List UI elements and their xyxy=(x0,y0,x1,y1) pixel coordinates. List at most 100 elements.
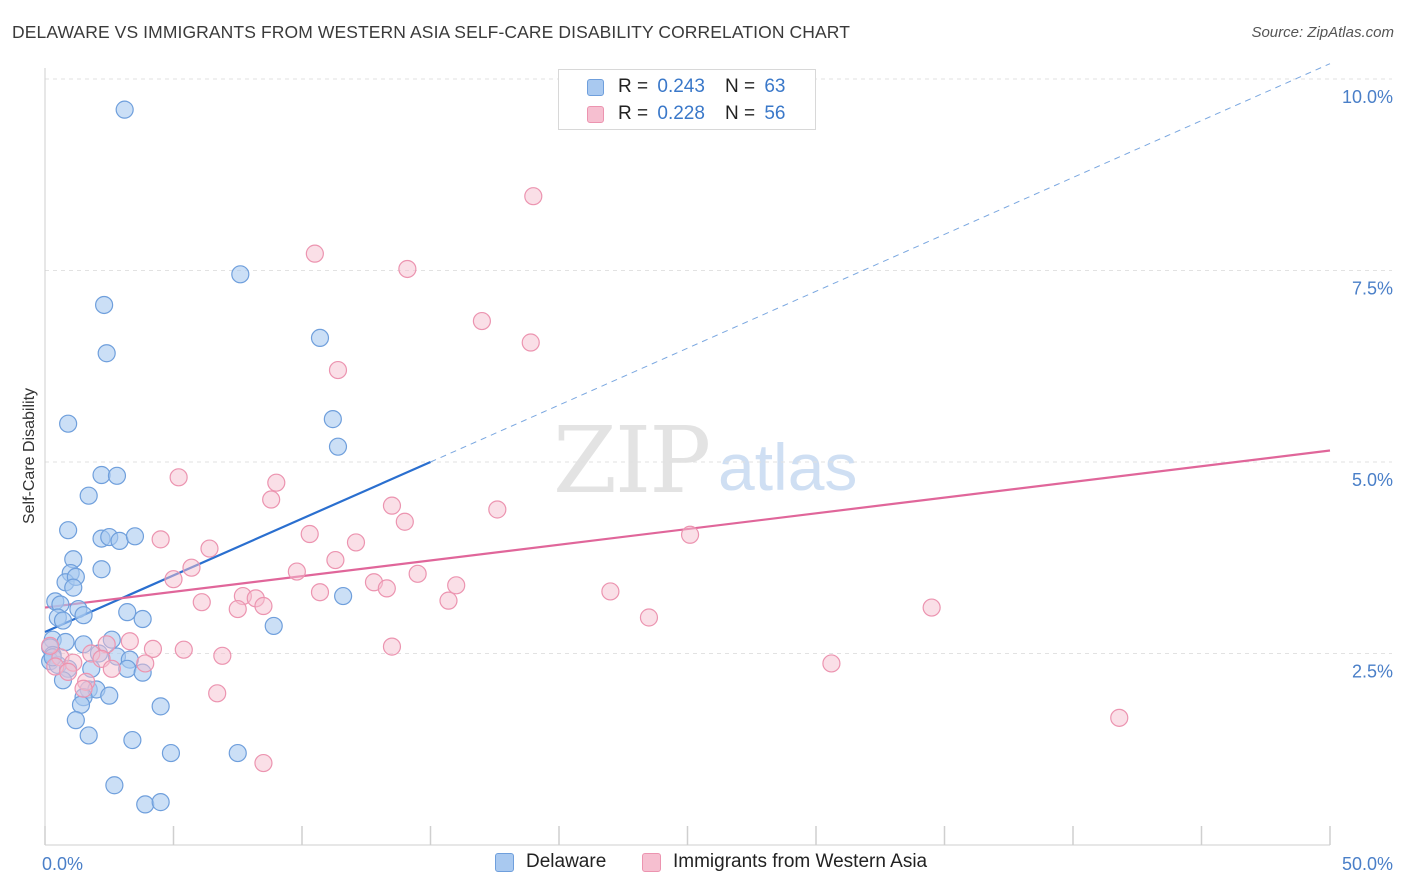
immigrants-point xyxy=(447,576,466,595)
immigrants-point xyxy=(262,490,281,509)
delaware-point xyxy=(125,527,145,546)
y-tick-label: 7.5% xyxy=(1352,279,1393,299)
immigrants-swatch xyxy=(587,105,604,123)
delaware-point xyxy=(151,697,170,716)
legend-item-immigrants[interactable]: Immigrants from Western Asia xyxy=(642,851,927,873)
immigrants-point xyxy=(143,639,163,659)
legend-label-immigrants: Immigrants from Western Asia xyxy=(673,851,928,872)
delaware-point xyxy=(92,465,111,485)
immigrants-point xyxy=(472,311,491,331)
legend-r-value-immigrants: 0.228 xyxy=(657,103,705,124)
delaware-swatch xyxy=(587,78,604,96)
watermark-zip: ZIP xyxy=(553,407,709,514)
delaware-point xyxy=(161,743,181,763)
delaware-point xyxy=(123,730,142,750)
immigrants-point xyxy=(213,646,232,665)
delaware-point xyxy=(115,100,134,119)
immigrants-point xyxy=(200,539,219,558)
delaware-point xyxy=(323,410,342,429)
delaware-point xyxy=(107,466,127,485)
immigrants-point xyxy=(822,654,841,673)
delaware-point xyxy=(64,578,83,597)
delaware-trend-extension xyxy=(430,63,1331,463)
immigrants-point xyxy=(398,259,417,279)
legend-label-delaware: Delaware xyxy=(526,851,607,872)
immigrants-point xyxy=(326,550,345,570)
immigrants-point xyxy=(439,591,458,610)
delaware-point xyxy=(56,632,75,652)
y-axis-label: Self-Care Disability xyxy=(21,388,38,524)
x-tick-label: 50.0% xyxy=(1342,854,1393,874)
delaware-point xyxy=(79,486,98,505)
legend-row-immigrants: R = 0.228 N = 56 xyxy=(587,102,785,126)
chart-title: DELAWARE VS IMMIGRANTS FROM WESTERN ASIA… xyxy=(12,22,850,42)
y-tick-label: 10.0% xyxy=(1342,87,1393,107)
delaware-point xyxy=(59,521,78,540)
delaware-point xyxy=(66,711,85,730)
legend-n-label: N = xyxy=(724,76,756,97)
immigrants-swatch xyxy=(642,852,661,872)
immigrants-point xyxy=(310,583,330,602)
immigrants-point xyxy=(922,598,941,617)
immigrants-point xyxy=(382,496,402,515)
delaware-point xyxy=(231,265,250,284)
delaware-point xyxy=(79,726,98,745)
immigrants-point xyxy=(680,525,700,544)
watermark: ZIP atlas xyxy=(553,407,857,514)
delaware-point xyxy=(71,695,91,714)
legend-bottom: Delaware Immigrants from Western Asia xyxy=(0,851,1406,877)
delaware-point xyxy=(118,603,137,622)
immigrants-point xyxy=(59,662,78,681)
delaware-point xyxy=(53,611,73,630)
immigrants-point xyxy=(192,593,211,612)
y-tick-label: 5.0% xyxy=(1352,470,1393,490)
delaware-point xyxy=(334,586,353,606)
immigrants-point xyxy=(408,564,427,583)
legend-item-delaware[interactable]: Delaware xyxy=(495,851,606,873)
delaware-trend-line xyxy=(44,460,431,634)
delaware-point xyxy=(105,776,124,795)
immigrants-point xyxy=(267,473,286,492)
immigrants-point xyxy=(136,654,155,673)
immigrants-point xyxy=(254,596,273,616)
immigrants-point xyxy=(601,582,620,601)
legend-r-label: R = xyxy=(618,76,649,97)
trend-lines xyxy=(44,63,1331,634)
immigrants-point xyxy=(287,562,306,581)
delaware-point xyxy=(95,295,114,315)
legend-row-delaware: R = 0.243 N = 63 xyxy=(587,75,785,99)
immigrants-point xyxy=(182,558,201,577)
immigrants-point xyxy=(300,524,319,544)
immigrants-point xyxy=(169,468,188,487)
y-tick-label: 2.5% xyxy=(1352,662,1393,682)
legend-n-label: N = xyxy=(724,103,756,124)
delaware-point xyxy=(310,328,330,348)
delaware-point xyxy=(100,686,119,705)
immigrants-point xyxy=(524,187,543,206)
immigrants-point xyxy=(228,599,247,619)
delaware-swatch xyxy=(495,852,514,872)
immigrants-point xyxy=(151,530,170,549)
delaware-point xyxy=(59,414,78,433)
immigrants-point xyxy=(174,640,193,659)
delaware-points xyxy=(41,100,353,814)
immigrants-point xyxy=(639,608,659,627)
legend-r-label: R = xyxy=(618,103,649,124)
delaware-point xyxy=(92,560,111,579)
immigrants-point xyxy=(346,533,366,552)
immigrants-point xyxy=(328,360,348,380)
immigrants-points xyxy=(41,187,1129,773)
immigrants-point xyxy=(382,637,402,656)
delaware-point xyxy=(228,743,247,763)
delaware-point xyxy=(97,344,116,363)
legend-n-value-delaware: 63 xyxy=(764,76,786,97)
immigrants-point xyxy=(1110,708,1129,727)
immigrants-point xyxy=(305,244,324,263)
immigrants-point xyxy=(488,500,507,519)
immigrants-point xyxy=(377,579,396,598)
x-tick-label: 0.0% xyxy=(42,854,83,874)
immigrants-point xyxy=(208,684,227,703)
immigrants-point xyxy=(521,333,540,352)
delaware-point xyxy=(151,793,170,812)
